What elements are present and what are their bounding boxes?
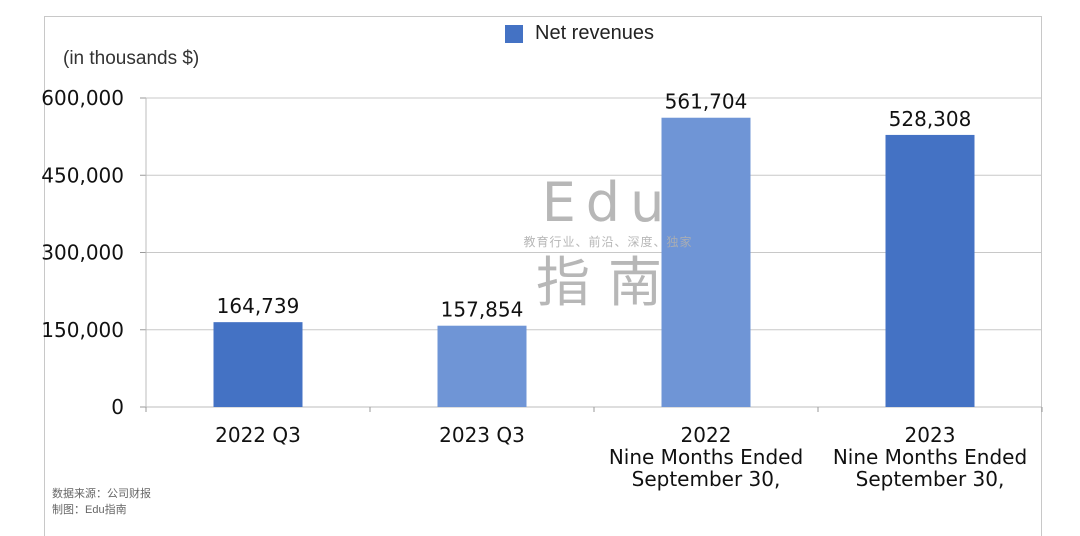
footer-source: 数据来源：公司财报 <box>52 488 151 500</box>
x-tick-label: September 30, <box>856 467 1005 491</box>
y-tick-label: 450,000 <box>41 163 124 187</box>
y-tick-label: 0 <box>111 395 124 419</box>
x-tick-label: September 30, <box>632 467 781 491</box>
chart-frame <box>44 16 1042 536</box>
y-tick-label: 600,000 <box>41 86 124 110</box>
x-tick-label: 2022 <box>681 423 732 447</box>
bar <box>885 134 975 407</box>
y-tick-label: 150,000 <box>41 318 124 342</box>
bar-chart: 0 150,000 300,000 450,000 600,000 164,739 2022… <box>41 86 1043 491</box>
y-tick-label: 300,000 <box>41 241 124 265</box>
x-tick-label: Nine Months Ended <box>833 445 1027 469</box>
x-tick-label: Nine Months Ended <box>609 445 803 469</box>
x-tick-label: 2023 <box>905 423 956 447</box>
bar <box>437 325 527 407</box>
unit-label: (in thousands $) <box>63 48 200 69</box>
legend-label: Net revenues <box>535 22 654 44</box>
legend: Net revenues <box>505 22 654 45</box>
data-label: 528,308 <box>889 107 972 131</box>
x-tick-label: 2023 Q3 <box>439 423 525 447</box>
bar <box>661 117 751 407</box>
data-label: 164,739 <box>217 294 300 318</box>
bar <box>213 322 303 407</box>
x-tick-label: 2022 Q3 <box>215 423 301 447</box>
legend-swatch <box>505 24 523 43</box>
footer-credit: 制图：Edu指南 <box>52 504 127 516</box>
data-label: 561,704 <box>665 90 748 114</box>
footer: 数据来源：公司财报 制图：Edu指南 <box>52 486 151 518</box>
data-label: 157,854 <box>441 298 524 322</box>
